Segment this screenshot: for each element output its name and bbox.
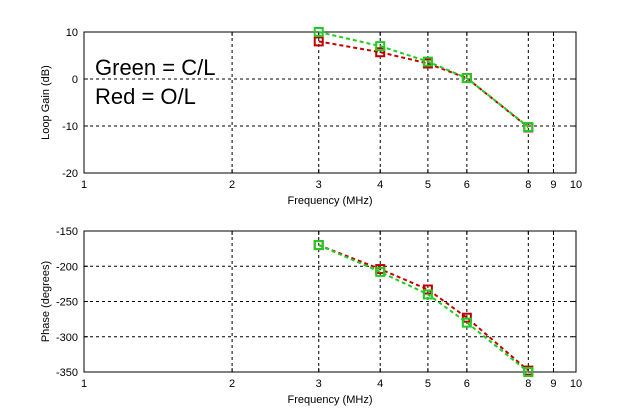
y-tick-label: -20 <box>62 168 78 180</box>
series-marker-1 <box>313 240 324 251</box>
x-tick-label: 2 <box>229 378 235 390</box>
x-tick-label: 6 <box>464 179 470 191</box>
y-tick-label: -300 <box>56 332 78 344</box>
y-axis-label: Loop Gain (dB) <box>40 65 52 140</box>
x-tick-label: 8 <box>525 179 531 191</box>
x-tick-label: 6 <box>464 378 470 390</box>
series-marker-1 <box>375 266 386 277</box>
axes-frame <box>83 230 577 373</box>
y-tick-label: 0 <box>72 74 78 86</box>
series-marker-1 <box>523 367 534 377</box>
y-tick-label: 10 <box>66 27 78 39</box>
series-marker-1 <box>461 317 472 328</box>
series-marker-1 <box>313 27 324 37</box>
x-tick-label: 1 <box>81 378 87 390</box>
y-tick-label: -200 <box>56 261 78 273</box>
x-axis-label: Frequency (MHz) <box>288 394 373 406</box>
y-axis-label: Phase (degrees) <box>40 261 52 342</box>
series-line-1 <box>318 244 529 373</box>
phase-chart: 1 2 3 4 5 6 8 9 10 -150 -200 -250 -300 -350 Frequency … <box>40 226 582 406</box>
plot-area <box>84 32 576 173</box>
y-tick-label: -150 <box>56 226 78 238</box>
series-marker-0 <box>375 47 386 58</box>
x-tick-label: 3 <box>316 179 322 191</box>
series-marker-1 <box>523 121 534 132</box>
annotation-text: Green = C/L <box>95 55 215 80</box>
x-tick-label: 1 <box>81 179 87 191</box>
x-tick-label: 4 <box>377 378 383 390</box>
x-tick-label: 9 <box>550 378 556 390</box>
x-tick-label: 8 <box>525 378 531 390</box>
loop-gain-chart: 1 2 3 4 5 6 8 9 10 10 0 -10 -20 Frequency (MHz) Loop G… <box>40 27 582 207</box>
axes-frame <box>83 31 577 174</box>
x-tick-label: 4 <box>377 179 383 191</box>
x-tick-label: 9 <box>550 179 556 191</box>
x-tick-label: 3 <box>316 378 322 390</box>
x-tick-label: 10 <box>570 179 582 191</box>
x-tick-label: 10 <box>570 378 582 390</box>
y-tick-label: -250 <box>56 297 78 309</box>
series-marker-1 <box>422 56 433 67</box>
y-tick-label: -350 <box>56 367 78 379</box>
y-tick-label: -10 <box>62 121 78 133</box>
x-tick-label: 5 <box>425 179 431 191</box>
series-line-0 <box>318 244 529 372</box>
series-line-1 <box>318 31 529 128</box>
series-marker-1 <box>375 41 386 52</box>
x-axis-label: Frequency (MHz) <box>288 195 373 207</box>
x-tick-label: 2 <box>229 179 235 191</box>
annotation-text: Red = O/L <box>95 84 196 109</box>
x-tick-label: 5 <box>425 378 431 390</box>
series-marker-0 <box>313 36 324 47</box>
series-marker-1 <box>422 289 433 300</box>
series-marker-1 <box>461 73 472 84</box>
